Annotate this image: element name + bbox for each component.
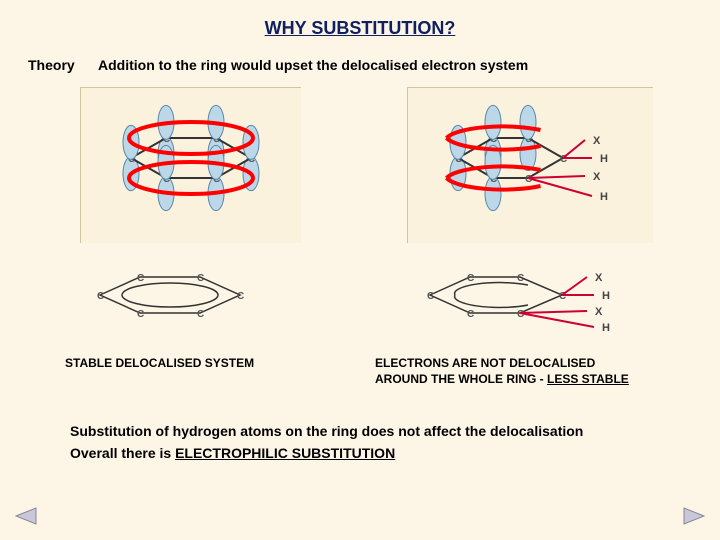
page-title: WHY SUBSTITUTION? (0, 0, 720, 39)
orbital-diagram-stable: CCCCCC (80, 87, 301, 243)
footer-line2: Overall there is ELECTROPHILIC SUBSTITUT… (70, 445, 720, 467)
svg-text:C: C (137, 273, 144, 284)
svg-text:C: C (467, 273, 474, 284)
footer-line2b: ELECTROPHILIC SUBSTITUTION (175, 445, 395, 461)
right-column: CCCCCCXHXH CCCCCCXHXH ELECTRONS ARE NOT … (365, 87, 695, 397)
orbital-diagram-unstable: CCCCCCXHXH (407, 87, 653, 243)
prev-arrow-icon[interactable] (14, 506, 38, 526)
svg-text:X: X (593, 171, 601, 183)
theory-label: Theory (28, 57, 98, 73)
svg-text:C: C (197, 273, 204, 284)
next-arrow-icon[interactable] (682, 506, 706, 526)
caption-right-line2b: LESS STABLE (547, 372, 629, 386)
left-column: CCCCCC CCCCCC STABLE DELOCALISED SYSTEM (25, 87, 355, 397)
footer-line1: Substitution of hydrogen atoms on the ri… (70, 423, 720, 445)
schematic-unstable: CCCCCCXHXH (400, 255, 660, 335)
footer: Substitution of hydrogen atoms on the ri… (0, 397, 720, 467)
svg-text:H: H (602, 322, 610, 334)
svg-text:H: H (602, 290, 610, 302)
svg-text:C: C (517, 273, 524, 284)
svg-text:C: C (427, 291, 434, 302)
svg-text:C: C (237, 291, 244, 302)
theory-row: Theory Addition to the ring would upset … (0, 39, 720, 73)
svg-text:C: C (97, 291, 104, 302)
caption-right-line2a: AROUND THE WHOLE RING - (375, 372, 547, 386)
svg-text:X: X (595, 272, 603, 284)
diagram-area: CCCCCC CCCCCC STABLE DELOCALISED SYSTEM … (0, 73, 720, 397)
svg-text:H: H (600, 191, 608, 203)
svg-text:H: H (600, 153, 608, 165)
caption-left: STABLE DELOCALISED SYSTEM (25, 335, 254, 397)
schematic-stable: C C C C C C (60, 255, 320, 335)
svg-text:X: X (593, 135, 601, 147)
svg-text:C: C (137, 309, 144, 320)
svg-text:C: C (197, 309, 204, 320)
svg-text:C: C (467, 309, 474, 320)
theory-text: Addition to the ring would upset the del… (98, 57, 528, 73)
svg-text:X: X (595, 306, 603, 318)
footer-line2a: Overall there is (70, 445, 175, 461)
caption-right-line1: ELECTRONS ARE NOT DELOCALISED (375, 356, 595, 370)
caption-right: ELECTRONS ARE NOT DELOCALISED AROUND THE… (365, 335, 629, 397)
